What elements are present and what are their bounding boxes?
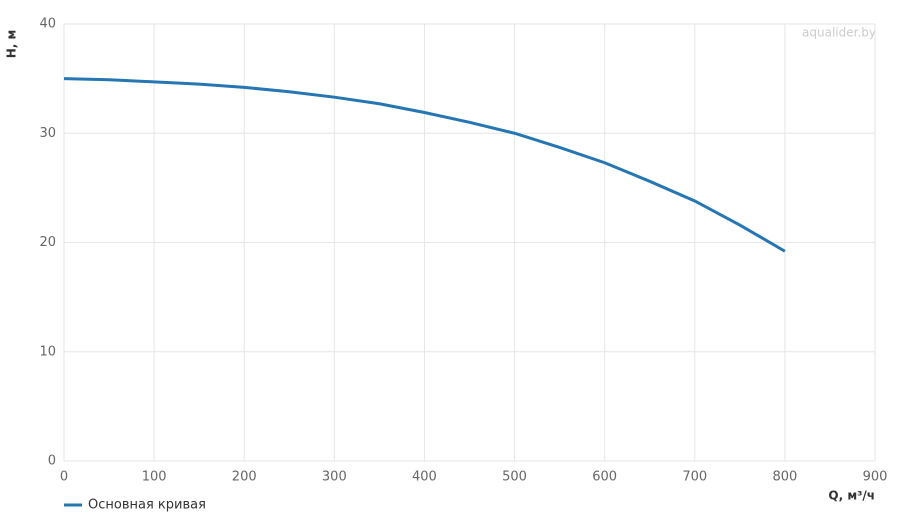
x-tick-label: 100 bbox=[142, 470, 167, 485]
x-tick-label: 500 bbox=[502, 470, 527, 485]
x-tick-label: 600 bbox=[592, 470, 617, 485]
x-tick-label: 400 bbox=[412, 470, 437, 485]
line bbox=[63, 77, 786, 253]
x-tick-label: 0 bbox=[60, 470, 68, 485]
x-tick-label: 700 bbox=[682, 470, 707, 485]
legend-label: Основная кривая bbox=[88, 498, 206, 513]
x-tick-label: 300 bbox=[322, 470, 347, 485]
y-tick-label: 10 bbox=[39, 344, 56, 359]
watermark: aqualider.by bbox=[802, 26, 876, 40]
x-tick-label: 200 bbox=[232, 470, 257, 485]
y-axis-label: H, м bbox=[5, 30, 19, 59]
y-tick-label: 40 bbox=[39, 17, 56, 32]
x-axis-label: Q, м³/ч bbox=[828, 489, 875, 503]
x-tick-label: 800 bbox=[772, 470, 797, 485]
y-tick-label: 30 bbox=[39, 126, 56, 141]
x-tick-label: 900 bbox=[863, 470, 888, 485]
y-tick-label: 20 bbox=[39, 235, 56, 250]
y-tick-label: 0 bbox=[48, 454, 56, 469]
